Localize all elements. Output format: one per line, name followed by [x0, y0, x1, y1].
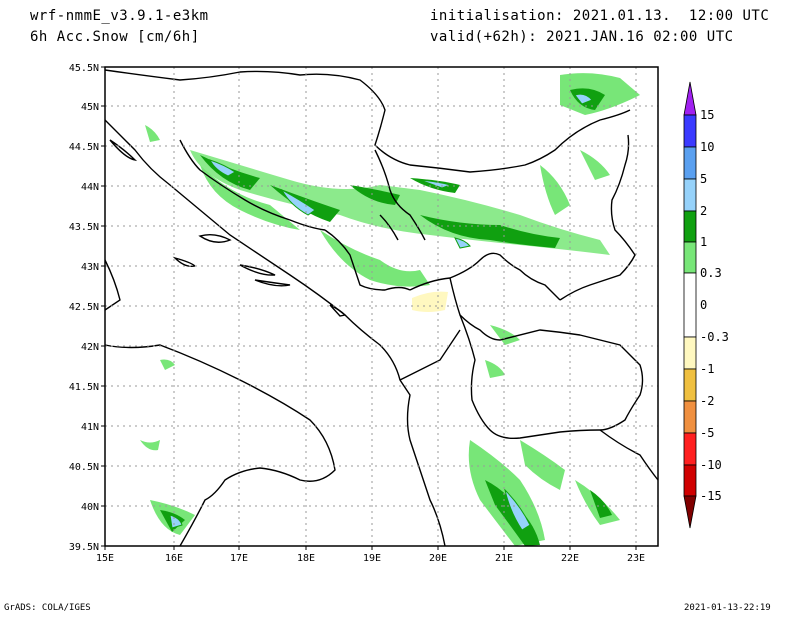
colorbar-swatch	[683, 464, 697, 497]
lat-label: 43N	[81, 262, 99, 273]
footer-credit: GrADS: COLA/IGES	[4, 603, 91, 613]
lon-label: 16E	[165, 553, 183, 564]
colorbar-label: -10	[700, 458, 722, 472]
colorbar-swatch	[683, 272, 697, 338]
lat-label: 42N	[81, 342, 99, 353]
lat-label: 44.5N	[69, 142, 99, 153]
colorbar-swatch	[683, 178, 697, 212]
lat-label: 45.5N	[69, 63, 99, 74]
colorbar	[683, 81, 697, 529]
colorbar-label: -5	[700, 426, 714, 440]
colorbar-label: -2	[700, 394, 714, 408]
lat-label: 45N	[81, 102, 99, 113]
field-title: 6h Acc.Snow [cm/6h]	[30, 29, 200, 45]
colorbar-swatch	[683, 146, 697, 180]
model-title: wrf-nmmE_v3.9.1-e3km	[30, 8, 209, 24]
lat-label: 42.5N	[69, 302, 99, 313]
lat-label: 41N	[81, 422, 99, 433]
colorbar-label: -15	[700, 489, 722, 503]
lat-label: 40N	[81, 502, 99, 513]
colorbar-swatch	[683, 336, 697, 370]
colorbar-swatch	[683, 210, 697, 243]
colorbar-label: 0.3	[700, 266, 722, 280]
lon-label: 20E	[429, 553, 447, 564]
lon-label: 18E	[297, 553, 315, 564]
colorbar-swatch	[683, 114, 697, 148]
snow-patches	[140, 73, 640, 546]
lon-label: 22E	[561, 553, 579, 564]
colorbar-label: -1	[700, 362, 714, 376]
colorbar-swatch	[683, 368, 697, 402]
colorbar-label: 10	[700, 140, 714, 154]
lon-label: 15E	[96, 553, 114, 564]
lat-label: 39.5N	[69, 542, 99, 553]
lat-label: 40.5N	[69, 462, 99, 473]
gridlines	[105, 67, 658, 546]
lat-label: 41.5N	[69, 382, 99, 393]
footer-timestamp: 2021-01-13-22:19	[684, 603, 771, 613]
valid-time: valid(+62h): 2021.JAN.16 02:00 UTC	[430, 29, 734, 45]
colorbar-top-arrow	[683, 81, 697, 116]
colorbar-label: 0	[700, 298, 707, 312]
coastlines-borders	[104, 69, 659, 547]
colorbar-label: 1	[700, 235, 707, 249]
lon-label: 23E	[627, 553, 645, 564]
lon-label: 17E	[230, 553, 248, 564]
lon-label: 21E	[495, 553, 513, 564]
init-time: initialisation: 2021.01.13. 12:00 UTC	[430, 8, 770, 24]
colorbar-label: -0.3	[700, 330, 729, 344]
colorbar-swatch	[683, 400, 697, 434]
colorbar-swatch	[683, 432, 697, 466]
lat-label: 43.5N	[69, 222, 99, 233]
colorbar-label: 15	[700, 108, 714, 122]
colorbar-swatch	[683, 241, 697, 274]
colorbar-bottom-arrow	[683, 495, 697, 529]
colorbar-label: 5	[700, 172, 707, 186]
lon-label: 19E	[363, 553, 381, 564]
colorbar-label: 2	[700, 204, 707, 218]
lat-label: 44N	[81, 182, 99, 193]
